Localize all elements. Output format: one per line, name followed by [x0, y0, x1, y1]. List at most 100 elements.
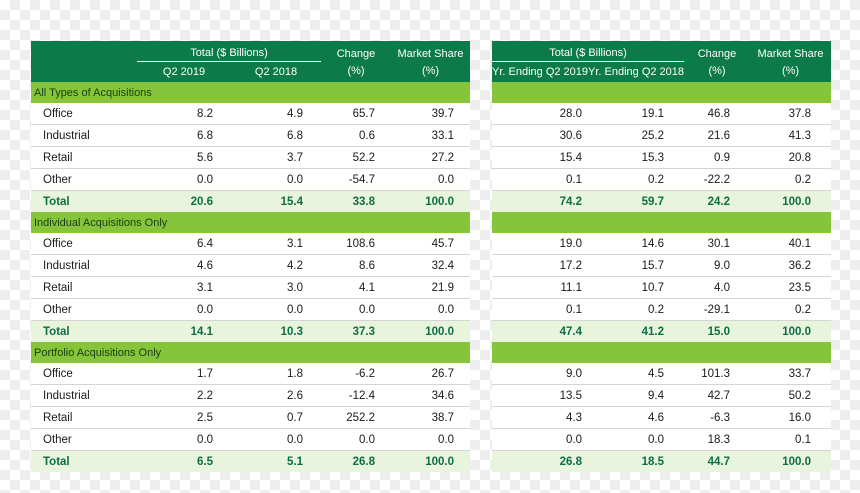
- yr-2018-value: 19.1: [588, 103, 685, 125]
- table-row: Retail 3.1 3.0 4.1 21.9: [31, 276, 471, 299]
- total-q2-2019: 6.5: [137, 450, 231, 472]
- change-value: 52.2: [321, 146, 392, 169]
- change-value: 65.7: [321, 103, 392, 125]
- left-header-col2: Q2 2018: [254, 65, 298, 78]
- change-value: 21.6: [684, 124, 751, 147]
- q2-2019-value: 4.6: [137, 254, 231, 277]
- q2-2019-value: 6.8: [137, 124, 231, 147]
- right-header-share-top: Market Share: [757, 47, 824, 60]
- market-share-value: 36.2: [750, 254, 832, 277]
- table-row: Retail 2.5 0.7 252.2 38.7: [31, 406, 471, 429]
- total-yr-2019: 26.8: [492, 450, 588, 472]
- change-value: 0.9: [684, 146, 751, 169]
- yr-2019-value: 15.4: [492, 146, 588, 169]
- table-row: Industrial 4.6 4.2 8.6 32.4: [31, 254, 471, 277]
- yr-2019-value: 13.5: [492, 384, 588, 407]
- table-row: Industrial 2.2 2.6 -12.4 34.6: [31, 384, 471, 407]
- market-share-value: 0.2: [750, 168, 832, 191]
- total-q2-2018: 15.4: [231, 190, 322, 212]
- section-band: [492, 342, 832, 363]
- market-share-value: 34.6: [391, 384, 471, 407]
- left-table-header: Total ($ Billions) Change Market Share Q…: [31, 41, 471, 82]
- total-q2-2019: 14.1: [137, 320, 231, 342]
- total-market-share: 100.0: [750, 320, 832, 342]
- row-label: Retail: [31, 276, 137, 299]
- right-table-panel: Total ($ Billions) Change Market Share Y…: [492, 41, 832, 472]
- change-value: -29.1: [684, 298, 751, 321]
- left-acquisitions-table: Total ($ Billions) Change Market Share Q…: [31, 41, 471, 472]
- section-header-row: [492, 342, 832, 363]
- market-share-value: 20.8: [750, 146, 832, 169]
- market-share-value: 32.4: [391, 254, 471, 277]
- section-title: Individual Acquisitions Only: [31, 212, 471, 233]
- total-market-share: 100.0: [391, 320, 471, 342]
- total-change: 26.8: [321, 450, 392, 472]
- section-header-row: [492, 212, 832, 233]
- market-share-value: 0.2: [750, 298, 832, 321]
- section-band: [492, 212, 832, 233]
- q2-2018-value: 4.9: [231, 103, 322, 125]
- right-header-col1: Yr. Ending Q2 2019: [492, 65, 589, 78]
- q2-2018-value: 4.2: [231, 254, 322, 277]
- change-value: 0.0: [321, 428, 392, 451]
- section-header-row: All Types of Acquisitions: [31, 82, 471, 103]
- row-label: Office: [31, 363, 137, 385]
- change-value: 8.6: [321, 254, 392, 277]
- market-share-value: 45.7: [391, 233, 471, 255]
- table-row: 0.0 0.0 18.3 0.1: [492, 428, 832, 451]
- change-value: -22.2: [684, 168, 751, 191]
- total-label: Total: [31, 320, 137, 342]
- row-label: Other: [31, 298, 137, 321]
- q2-2018-value: 0.7: [231, 406, 322, 429]
- market-share-value: 33.7: [750, 363, 832, 385]
- right-header-change-top: Change: [697, 47, 737, 60]
- change-value: 0.6: [321, 124, 392, 147]
- yr-2019-value: 19.0: [492, 233, 588, 255]
- market-share-value: 26.7: [391, 363, 471, 385]
- left-table-panel: Total ($ Billions) Change Market Share Q…: [31, 41, 471, 472]
- q2-2018-value: 0.0: [231, 428, 322, 451]
- yr-2019-value: 9.0: [492, 363, 588, 385]
- q2-2019-value: 2.5: [137, 406, 231, 429]
- market-share-value: 37.8: [750, 103, 832, 125]
- q2-2018-value: 2.6: [231, 384, 322, 407]
- row-label: Industrial: [31, 124, 137, 147]
- yr-2018-value: 0.2: [588, 168, 685, 191]
- yr-2018-value: 15.7: [588, 254, 685, 277]
- market-share-value: 0.0: [391, 298, 471, 321]
- yr-2018-value: 4.5: [588, 363, 685, 385]
- market-share-value: 41.3: [750, 124, 832, 147]
- change-value: -54.7: [321, 168, 392, 191]
- change-value: 9.0: [684, 254, 751, 277]
- table-row: Industrial 6.8 6.8 0.6 33.1: [31, 124, 471, 147]
- yr-2018-value: 14.6: [588, 233, 685, 255]
- total-change: 44.7: [684, 450, 751, 472]
- change-value: 30.1: [684, 233, 751, 255]
- total-change: 33.8: [321, 190, 392, 212]
- right-header-group: Total ($ Billions): [492, 41, 685, 62]
- table-row: Other 0.0 0.0 0.0 0.0: [31, 298, 471, 321]
- yr-2019-value: 30.6: [492, 124, 588, 147]
- section-band: [492, 82, 832, 103]
- right-header-col2: Yr. Ending Q2 2018: [588, 65, 685, 78]
- market-share-value: 40.1: [750, 233, 832, 255]
- yr-2018-value: 4.6: [588, 406, 685, 429]
- total-change: 24.2: [684, 190, 751, 212]
- table-row: 0.1 0.2 -22.2 0.2: [492, 168, 832, 191]
- change-value: 42.7: [684, 384, 751, 407]
- table-row: 4.3 4.6 -6.3 16.0: [492, 406, 832, 429]
- right-table-body: 28.0 19.1 46.8 37.8 30.6 25.2 21.6 41.3 15.4 15.3…: [492, 82, 832, 472]
- q2-2019-value: 6.4: [137, 233, 231, 255]
- yr-2019-value: 17.2: [492, 254, 588, 277]
- total-yr-2018: 59.7: [588, 190, 685, 212]
- table-row: 28.0 19.1 46.8 37.8: [492, 103, 832, 125]
- change-value: 4.0: [684, 276, 751, 299]
- q2-2019-value: 0.0: [137, 428, 231, 451]
- table-row: Office 1.7 1.8 -6.2 26.7: [31, 363, 471, 385]
- q2-2018-value: 0.0: [231, 298, 322, 321]
- left-header-share-top: Market Share: [397, 47, 464, 60]
- change-value: -6.2: [321, 363, 392, 385]
- table-row: 11.1 10.7 4.0 23.5: [492, 276, 832, 299]
- row-label: Industrial: [31, 384, 137, 407]
- change-value: 108.6: [321, 233, 392, 255]
